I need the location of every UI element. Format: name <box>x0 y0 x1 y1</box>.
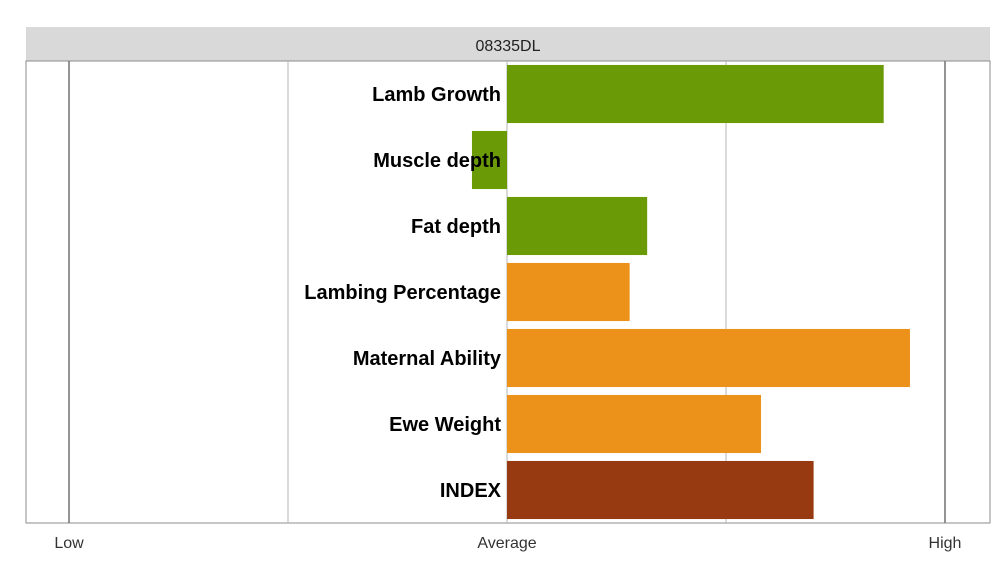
title-strip <box>26 27 990 61</box>
category-label: INDEX <box>440 480 502 502</box>
category-label: Fat depth <box>411 216 501 238</box>
bar <box>471 130 507 190</box>
bar <box>507 196 648 256</box>
category-label: Lamb Growth <box>372 84 501 106</box>
x-tick-label: Low <box>54 535 84 552</box>
category-labels: Lamb Growth Muscle depth Fat depth Lambing … <box>304 84 502 502</box>
category-label: Ewe Weight <box>389 414 501 436</box>
x-tick-labels: Low Average High <box>54 535 961 552</box>
bars <box>471 64 910 520</box>
category-label: Maternal Ability <box>353 348 502 370</box>
category-label: Lambing Percentage <box>304 282 501 304</box>
category-label: Muscle depth <box>373 150 501 172</box>
x-tick-label: High <box>929 535 962 552</box>
bar <box>507 394 762 454</box>
bar <box>507 64 884 124</box>
bar <box>507 328 910 388</box>
chart-title: 08335DL <box>476 38 541 55</box>
bar <box>507 262 630 322</box>
x-tick-label: Average <box>477 535 536 552</box>
bar <box>507 460 814 520</box>
